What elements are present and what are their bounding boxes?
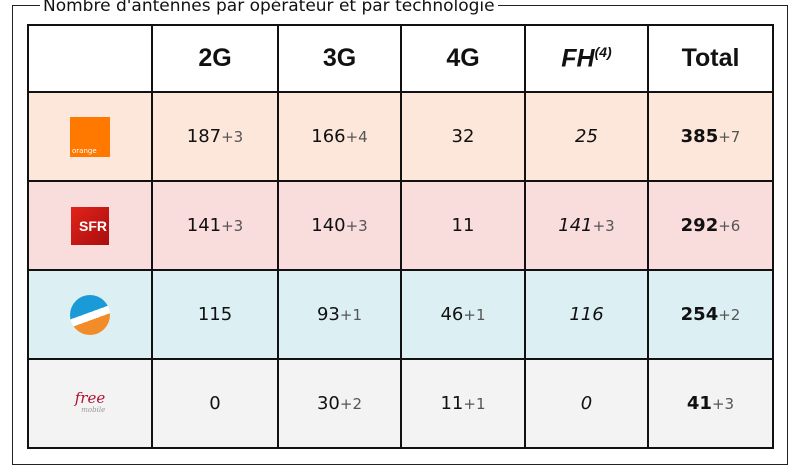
- value: 166: [311, 126, 346, 147]
- cell-fh: 141+3: [524, 180, 649, 271]
- value: 41: [686, 393, 712, 414]
- operator-cell: [27, 269, 153, 360]
- value: 141: [558, 215, 593, 236]
- table-caption: Nombre d'antennes par opérateur et par t…: [40, 0, 498, 15]
- value: 0: [209, 393, 221, 414]
- header-4g: 4G: [400, 24, 526, 93]
- increment: +3: [221, 217, 244, 235]
- table-row: SFR 141+3 140+3 11 141+3 292+6: [27, 180, 774, 271]
- header-row: 2G 3G 4G FH(4) Total: [27, 24, 774, 93]
- value: 46: [440, 304, 464, 325]
- value: 140: [311, 215, 346, 236]
- operator-cell: orange: [27, 91, 153, 182]
- cell-fh: 0: [524, 358, 649, 449]
- cell-c2g: 187+3: [151, 91, 279, 182]
- cell-fh: 116: [524, 269, 649, 360]
- antenna-table: 2G 3G 4G FH(4) Total orange 187+3 166+4 32 2…: [27, 24, 774, 449]
- cell-c3g: 30+2: [277, 358, 402, 449]
- operator-cell: SFR: [27, 180, 153, 271]
- header-3g: 3G: [277, 24, 402, 93]
- header-total: Total: [647, 24, 774, 93]
- value: 292: [680, 215, 719, 236]
- value: 25: [575, 126, 598, 147]
- value: 93: [316, 304, 340, 325]
- cell-c4g: 46+1: [400, 269, 526, 360]
- value: 116: [569, 304, 604, 325]
- value: 385: [680, 126, 719, 147]
- cell-c2g: 115: [151, 269, 279, 360]
- value: 187: [186, 126, 222, 147]
- value: 0: [580, 393, 593, 414]
- cell-c4g: 32: [400, 91, 526, 182]
- cell-c3g: 140+3: [277, 180, 402, 271]
- cell-c2g: 141+3: [151, 180, 279, 271]
- increment: +3: [345, 217, 368, 235]
- increment: +3: [711, 395, 735, 413]
- cell-total: 385+7: [647, 91, 774, 182]
- cell-fh: 25: [524, 91, 649, 182]
- cell-total: 292+6: [647, 180, 774, 271]
- table-row: free mobile 0 30+2 11+1 0 41+3: [27, 358, 774, 449]
- bouygues-logo-icon: [70, 294, 110, 335]
- increment: +3: [221, 128, 244, 146]
- increment: +2: [339, 395, 363, 413]
- cell-c3g: 93+1: [277, 269, 402, 360]
- orange-logo-icon: orange: [70, 116, 110, 157]
- increment: +1: [339, 306, 363, 324]
- operator-cell: free mobile: [27, 358, 153, 449]
- value: 254: [680, 304, 719, 325]
- cell-c2g: 0: [151, 358, 279, 449]
- value: 141: [186, 215, 222, 236]
- increment: +7: [718, 128, 741, 146]
- table-row: 115 93+1 46+1 116 254+2: [27, 269, 774, 360]
- value: 11: [440, 393, 464, 414]
- fh-footnote: (4): [594, 43, 612, 60]
- header-2g: 2G: [151, 24, 279, 93]
- value: 115: [197, 304, 233, 325]
- cell-c4g: 11: [400, 180, 526, 271]
- cell-c4g: 11+1: [400, 358, 526, 449]
- free-logo-icon: free mobile: [74, 388, 106, 414]
- increment: +2: [718, 306, 741, 324]
- increment: +4: [345, 128, 368, 146]
- value: 11: [451, 215, 475, 236]
- increment: +6: [718, 217, 741, 235]
- cell-total: 41+3: [647, 358, 774, 449]
- increment: +1: [463, 306, 486, 324]
- sfr-logo-icon: SFR: [71, 206, 109, 245]
- increment: +3: [592, 217, 615, 235]
- value: 30: [316, 393, 340, 414]
- cell-total: 254+2: [647, 269, 774, 360]
- table-row: orange 187+3 166+4 32 25 385+7: [27, 91, 774, 182]
- header-empty: [27, 24, 153, 93]
- cell-c3g: 166+4: [277, 91, 402, 182]
- header-fh: FH(4): [524, 24, 649, 93]
- value: 32: [451, 126, 475, 147]
- increment: +1: [463, 395, 486, 413]
